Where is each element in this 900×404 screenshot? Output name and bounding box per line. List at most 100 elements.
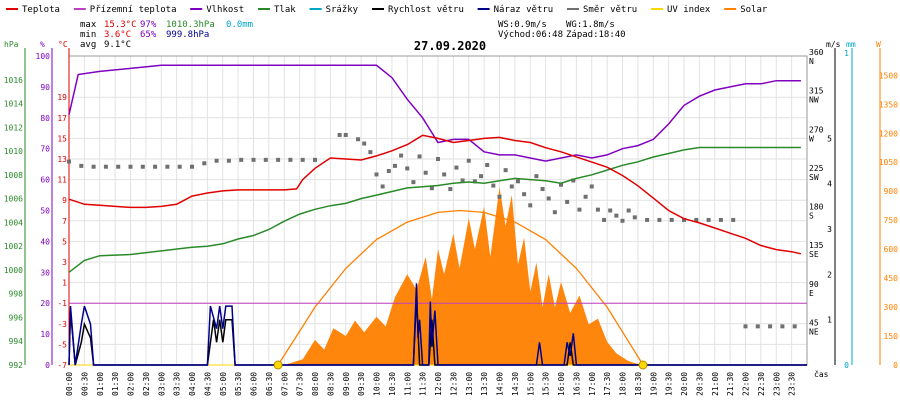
series-temperature: [68, 134, 802, 255]
tick-temperature: 11: [57, 176, 67, 185]
stat-max-temp: 15.3°C: [104, 20, 137, 30]
series-solar-theoretical: [277, 209, 644, 366]
series-wind-direction-point: [479, 174, 484, 179]
tick-humidity: 60: [40, 176, 50, 185]
tick-time: 16:30: [572, 372, 581, 396]
tick-time: 09:30: [357, 372, 366, 396]
legend-label-7: Směr větru: [583, 5, 637, 15]
tick-time: 05:30: [234, 372, 243, 396]
unit-celsius: °C: [58, 40, 68, 49]
tick-direction-deg: 315: [809, 87, 824, 96]
tick-humidity: 0: [45, 361, 50, 370]
tick-time: 11:00: [403, 372, 412, 396]
series-wind-direction-point: [731, 217, 736, 222]
tick-direction-name: NW: [809, 96, 819, 105]
unit-percent: %: [40, 40, 45, 49]
sunrise-time: Východ:06:48: [498, 30, 563, 40]
series-wind-direction-point: [313, 157, 317, 162]
series-wind-direction-point: [429, 186, 434, 191]
series-wind-direction-point: [300, 157, 305, 162]
series-wind-direction-point: [632, 215, 637, 220]
tick-direction-name: SE: [809, 250, 819, 259]
tick-time: 17:00: [588, 372, 597, 396]
series-wind-direction-point: [552, 210, 557, 215]
tick-temperature: 15: [57, 134, 67, 143]
series-wind-direction-point: [116, 164, 121, 169]
tick-temperature: -5: [57, 340, 67, 349]
legend-label-8: UV index: [667, 5, 711, 15]
series-wind-direction-point: [411, 180, 416, 185]
tick-time: 15:30: [542, 372, 551, 396]
series-wind-direction-point: [620, 218, 625, 223]
tick-pressure: 1004: [4, 218, 23, 227]
tick-solar: 150: [884, 332, 899, 341]
series-wind-direction-point: [128, 164, 133, 169]
tick-wind: 2: [827, 270, 832, 279]
series-wind-direction-point: [768, 324, 773, 329]
tick-temperature: 3: [62, 258, 67, 267]
stats-block: max 15.3°C 97% 1010.3hPa 0.0mm min 3.6°C…: [80, 20, 253, 50]
series-wind-direction-point: [466, 158, 471, 163]
tick-temperature: 9: [62, 196, 67, 205]
tick-time: 01:30: [111, 372, 120, 396]
tick-direction-name: SW: [809, 173, 819, 182]
tick-time: 11:30: [419, 372, 428, 396]
series-wind-direction-point: [392, 163, 397, 168]
plot-area: [67, 64, 807, 370]
series-wind-direction-point: [626, 208, 631, 213]
sunset-time: Západ:18:40: [566, 30, 626, 40]
tick-direction-name: NE: [809, 327, 819, 336]
series-wind-direction-point: [534, 174, 539, 179]
tick-wind: 4: [827, 180, 832, 189]
series-wind-direction-point: [780, 324, 785, 329]
tick-time: 14:00: [496, 372, 505, 396]
tick-temperature: 7: [62, 217, 67, 226]
tick-pressure: 1000: [4, 266, 23, 275]
series-pressure: [68, 146, 801, 273]
tick-time: 05:00: [219, 372, 228, 396]
series-wind-direction-point: [165, 164, 170, 169]
tick-solar: 900: [884, 187, 899, 196]
tick-solar: 1050: [879, 158, 898, 167]
tick-time: 06:30: [265, 372, 274, 396]
chart-title-date: 27.09.2020: [414, 39, 486, 53]
tick-temperature: 17: [57, 114, 67, 123]
tick-time: 08:30: [326, 372, 335, 396]
axes: 9929949969981000100210041006100810101012…: [4, 48, 898, 370]
legend-label-0: Teplota: [22, 5, 60, 15]
unit-time: čas: [814, 369, 829, 379]
tick-temperature: -3: [57, 320, 67, 329]
series-wind-speed: [68, 296, 807, 366]
series-wind-direction-point: [792, 324, 797, 329]
tick-time: 19:30: [665, 372, 674, 396]
legend-label-5: Rychlost větru: [388, 5, 464, 15]
legend-label-4: Srážky: [326, 5, 359, 15]
series-wind-direction-point: [546, 196, 551, 201]
series-wind-direction-point: [559, 182, 563, 187]
series-wind-direction-point: [251, 157, 256, 162]
tick-time: 04:00: [188, 372, 197, 396]
tick-pressure: 1006: [4, 195, 23, 204]
series-wind-direction-point: [417, 154, 422, 159]
series-wind-direction-point: [472, 179, 477, 184]
tick-direction-deg: 135: [809, 241, 824, 250]
series-wind-direction-point: [405, 166, 410, 171]
tick-pressure: 1014: [4, 100, 23, 109]
stat-min-temp: 3.6°C: [104, 30, 131, 40]
tick-direction-name: W: [809, 134, 814, 143]
stat-max-rain: 0.0mm: [226, 20, 253, 30]
series-humidity: [68, 64, 801, 162]
series-wind-direction-point: [103, 164, 108, 169]
series-wind-direction-point: [614, 213, 619, 218]
series-wind-direction-point: [374, 172, 379, 177]
tick-pressure: 1016: [4, 76, 23, 85]
series-wind-direction-point: [706, 217, 711, 222]
series-wind-direction-point: [239, 157, 244, 162]
series-wind-direction-point: [497, 194, 502, 199]
tick-time: 07:00: [280, 372, 289, 396]
stat-avg-label: avg: [80, 40, 96, 50]
series-wind-direction-point: [522, 192, 527, 197]
series-solar: [69, 187, 807, 365]
tick-time: 02:00: [127, 372, 136, 396]
series-wind-direction-point: [577, 207, 582, 212]
